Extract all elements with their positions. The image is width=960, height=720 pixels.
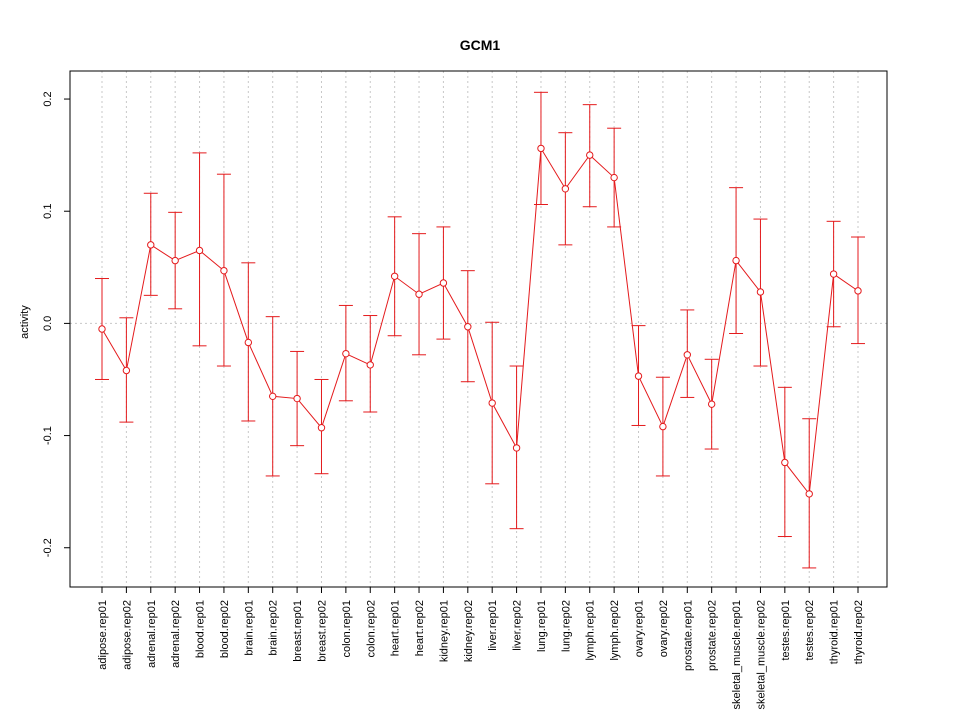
x-tick-label: lung.rep02	[560, 600, 572, 652]
data-point	[512, 444, 521, 452]
x-tick-label: prostate.rep01	[682, 600, 694, 671]
data-point	[98, 325, 106, 333]
y-tick-label: 0.1	[42, 204, 54, 219]
x-tick-label: brain.rep02	[268, 600, 280, 656]
y-tick-label: 0.2	[42, 91, 54, 106]
x-tick-label: heart.rep01	[390, 600, 402, 656]
data-point	[317, 424, 326, 432]
data-point	[171, 256, 179, 265]
data-point	[756, 288, 765, 296]
data-point	[390, 272, 399, 280]
data-point	[537, 144, 545, 153]
x-tick-label: thyroid.rep01	[829, 600, 841, 664]
data-point	[244, 338, 253, 347]
x-tick-label: skeletal_muscle.rep02	[755, 600, 767, 709]
y-tick-label: 0.0	[42, 316, 54, 331]
data-point	[293, 394, 301, 403]
x-tick-label: blood.rep01	[195, 600, 207, 658]
data-point	[195, 246, 204, 255]
x-tick-label: breast.rep02	[316, 600, 328, 662]
y-axis-label: activity	[19, 305, 31, 339]
data-point	[732, 256, 740, 265]
x-tick-label: testes.rep02	[804, 600, 816, 661]
x-tick-label: colon.rep02	[365, 600, 377, 658]
series-line	[101, 146, 859, 496]
data-point	[829, 270, 838, 278]
data-point	[464, 323, 472, 331]
data-point	[659, 422, 667, 431]
x-tick-label: brain.rep01	[243, 600, 255, 656]
x-tick-label: kidney.rep01	[438, 600, 450, 662]
y-axis: -0.2 -0.1 0.0 0.1 0.2	[42, 91, 70, 557]
data-point	[707, 400, 716, 408]
x-tick-label: heart.rep02	[414, 600, 426, 656]
data-point	[586, 151, 594, 159]
x-tick-label: skeletal_muscle.rep01	[731, 600, 743, 709]
data-point	[634, 372, 643, 380]
data-point	[342, 349, 350, 358]
x-tick-label: adrenal.rep01	[146, 600, 158, 668]
plot-frame	[69, 70, 888, 588]
x-tick-label: thyroid.rep02	[853, 600, 865, 664]
data-point	[488, 399, 496, 407]
x-tick-label: colon.rep01	[341, 600, 353, 658]
data-point	[147, 241, 155, 249]
x-tick-label: lymph.rep01	[585, 600, 597, 661]
x-tick-label: testes.rep01	[780, 600, 792, 661]
data-point	[781, 458, 789, 467]
data-point	[439, 279, 448, 287]
x-tick-label: breast.rep01	[292, 600, 304, 662]
x-tick-label: liver.rep01	[487, 600, 499, 651]
data-point	[805, 490, 813, 498]
y-tick-label: -0.1	[42, 426, 54, 445]
x-tick-label: blood.rep02	[219, 600, 231, 658]
x-tick-label: ovary.rep01	[634, 600, 646, 657]
chart-title: GCM1	[460, 37, 501, 53]
x-tick-label: adipose.rep02	[121, 600, 133, 670]
data-point	[122, 366, 131, 375]
data-point	[854, 287, 862, 295]
data-point	[683, 351, 691, 359]
x-axis: adipose.rep01 adipose.rep02 adrenal.rep01 a…	[97, 587, 865, 709]
x-tick-label: lung.rep01	[536, 600, 548, 652]
x-tick-label: adipose.rep01	[97, 600, 109, 670]
series	[95, 91, 865, 569]
y-tick-label: -0.2	[42, 538, 54, 557]
x-tick-label: kidney.rep02	[463, 600, 475, 662]
data-point	[366, 361, 374, 369]
data-point	[610, 173, 618, 182]
x-tick-label: liver.rep02	[512, 600, 524, 651]
x-tick-label: ovary.rep02	[658, 600, 670, 657]
data-point	[561, 185, 570, 193]
data-point	[220, 266, 228, 275]
x-tick-label: prostate.rep02	[707, 600, 719, 671]
grid	[70, 71, 887, 587]
data-point	[415, 290, 423, 298]
x-tick-label: lymph.rep02	[609, 600, 621, 661]
data-point	[269, 392, 277, 401]
x-tick-label: adrenal.rep02	[170, 600, 182, 668]
